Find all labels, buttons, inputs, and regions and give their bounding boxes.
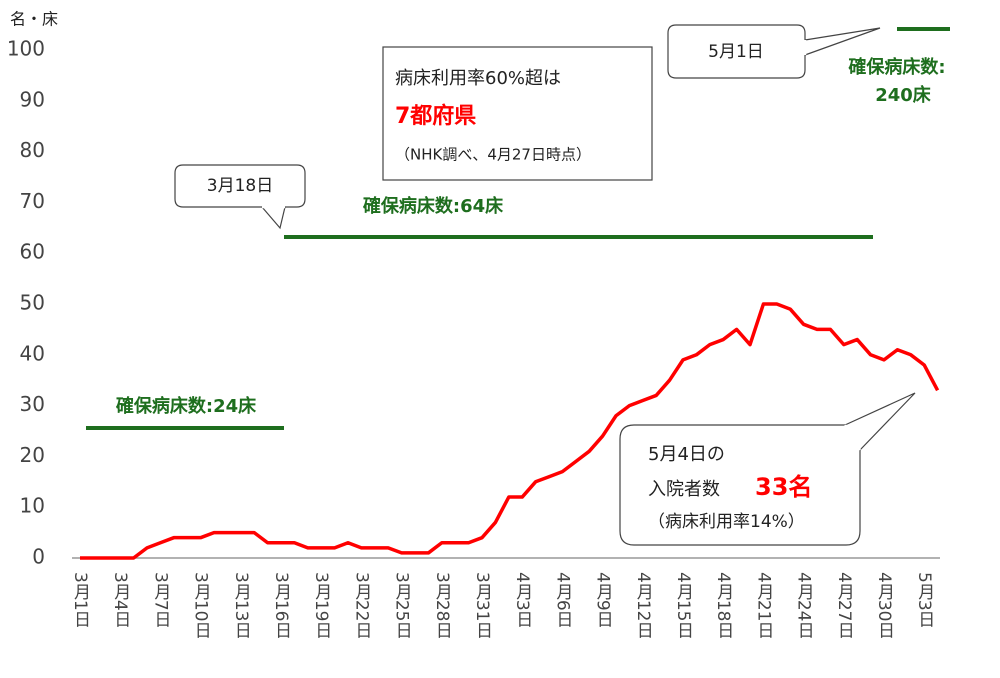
y-tick-label: 80	[20, 138, 45, 162]
callout-text: 入院者数	[648, 479, 720, 500]
y-tick-label: 0	[32, 545, 45, 569]
y-tick-label: 90	[20, 87, 45, 111]
callout-text: （病床利用率14%）	[648, 512, 805, 532]
bed-label: 確保病床数:	[848, 56, 945, 78]
x-tick-label: 3月1日	[70, 572, 91, 628]
x-tick-label: 4月18日	[713, 572, 734, 638]
bed-label: 確保病床数:24床	[116, 395, 257, 417]
y-tick-label: 50	[20, 291, 45, 315]
note-box	[382, 46, 653, 181]
x-tick-label: 3月22日	[351, 572, 372, 638]
x-tick-label: 4月6日	[552, 572, 573, 628]
x-tick-label: 4月30日	[874, 572, 895, 638]
y-unit: 名・床	[10, 10, 58, 29]
x-tick-label: 4月3日	[512, 572, 533, 628]
x-tick-label: 3月31日	[472, 572, 493, 638]
x-tick-label: 3月4日	[110, 572, 131, 628]
x-tick-label: 3月25日	[392, 572, 413, 638]
x-tick-label: 5月3日	[914, 572, 935, 628]
bed-label: 確保病床数:64床	[363, 195, 504, 217]
x-tick-label: 3月13日	[231, 572, 252, 638]
data-line	[80, 302, 940, 560]
x-tick-label: 4月9日	[593, 572, 614, 628]
x-tick-label: 4月12日	[633, 572, 654, 638]
callout-text: 7都府県	[395, 103, 476, 129]
callout-text: 5月4日の	[648, 444, 725, 465]
x-tick-label: 4月15日	[673, 572, 694, 638]
x-tick-label: 3月16日	[271, 572, 292, 638]
callout-pointer	[804, 27, 881, 56]
x-tick-label: 3月28日	[432, 572, 453, 638]
callout-text: 33名	[755, 473, 812, 501]
callout-box	[174, 164, 306, 208]
x-tick-label: 4月27日	[834, 572, 855, 638]
x-tick-label: 4月24日	[794, 572, 815, 638]
callout-text: 3月18日	[207, 176, 273, 196]
bed-label: 240床	[875, 84, 932, 106]
callout-pointer	[844, 392, 916, 451]
x-tick-label: 3月10日	[191, 572, 212, 638]
pointer-cover	[843, 424, 862, 451]
y-tick-label: 100	[7, 37, 45, 61]
y-tick-label: 60	[20, 240, 45, 264]
y-tick-label: 40	[20, 341, 45, 365]
x-tick-label: 3月19日	[311, 572, 332, 638]
y-tick-label: 20	[20, 443, 45, 467]
callout-pointer	[261, 206, 286, 230]
callout-text: （NHK調べ、4月27日時点）	[395, 146, 591, 164]
y-tick-label: 10	[20, 494, 45, 518]
x-tick-label: 3月7日	[150, 572, 171, 628]
callout-text: 5月1日	[708, 42, 764, 62]
y-tick-label: 70	[20, 189, 45, 213]
x-tick-label: 4月21日	[753, 572, 774, 638]
y-tick-label: 30	[20, 392, 45, 416]
callout-text: 病床利用率60%超は	[395, 68, 561, 89]
callout-box	[667, 24, 806, 79]
